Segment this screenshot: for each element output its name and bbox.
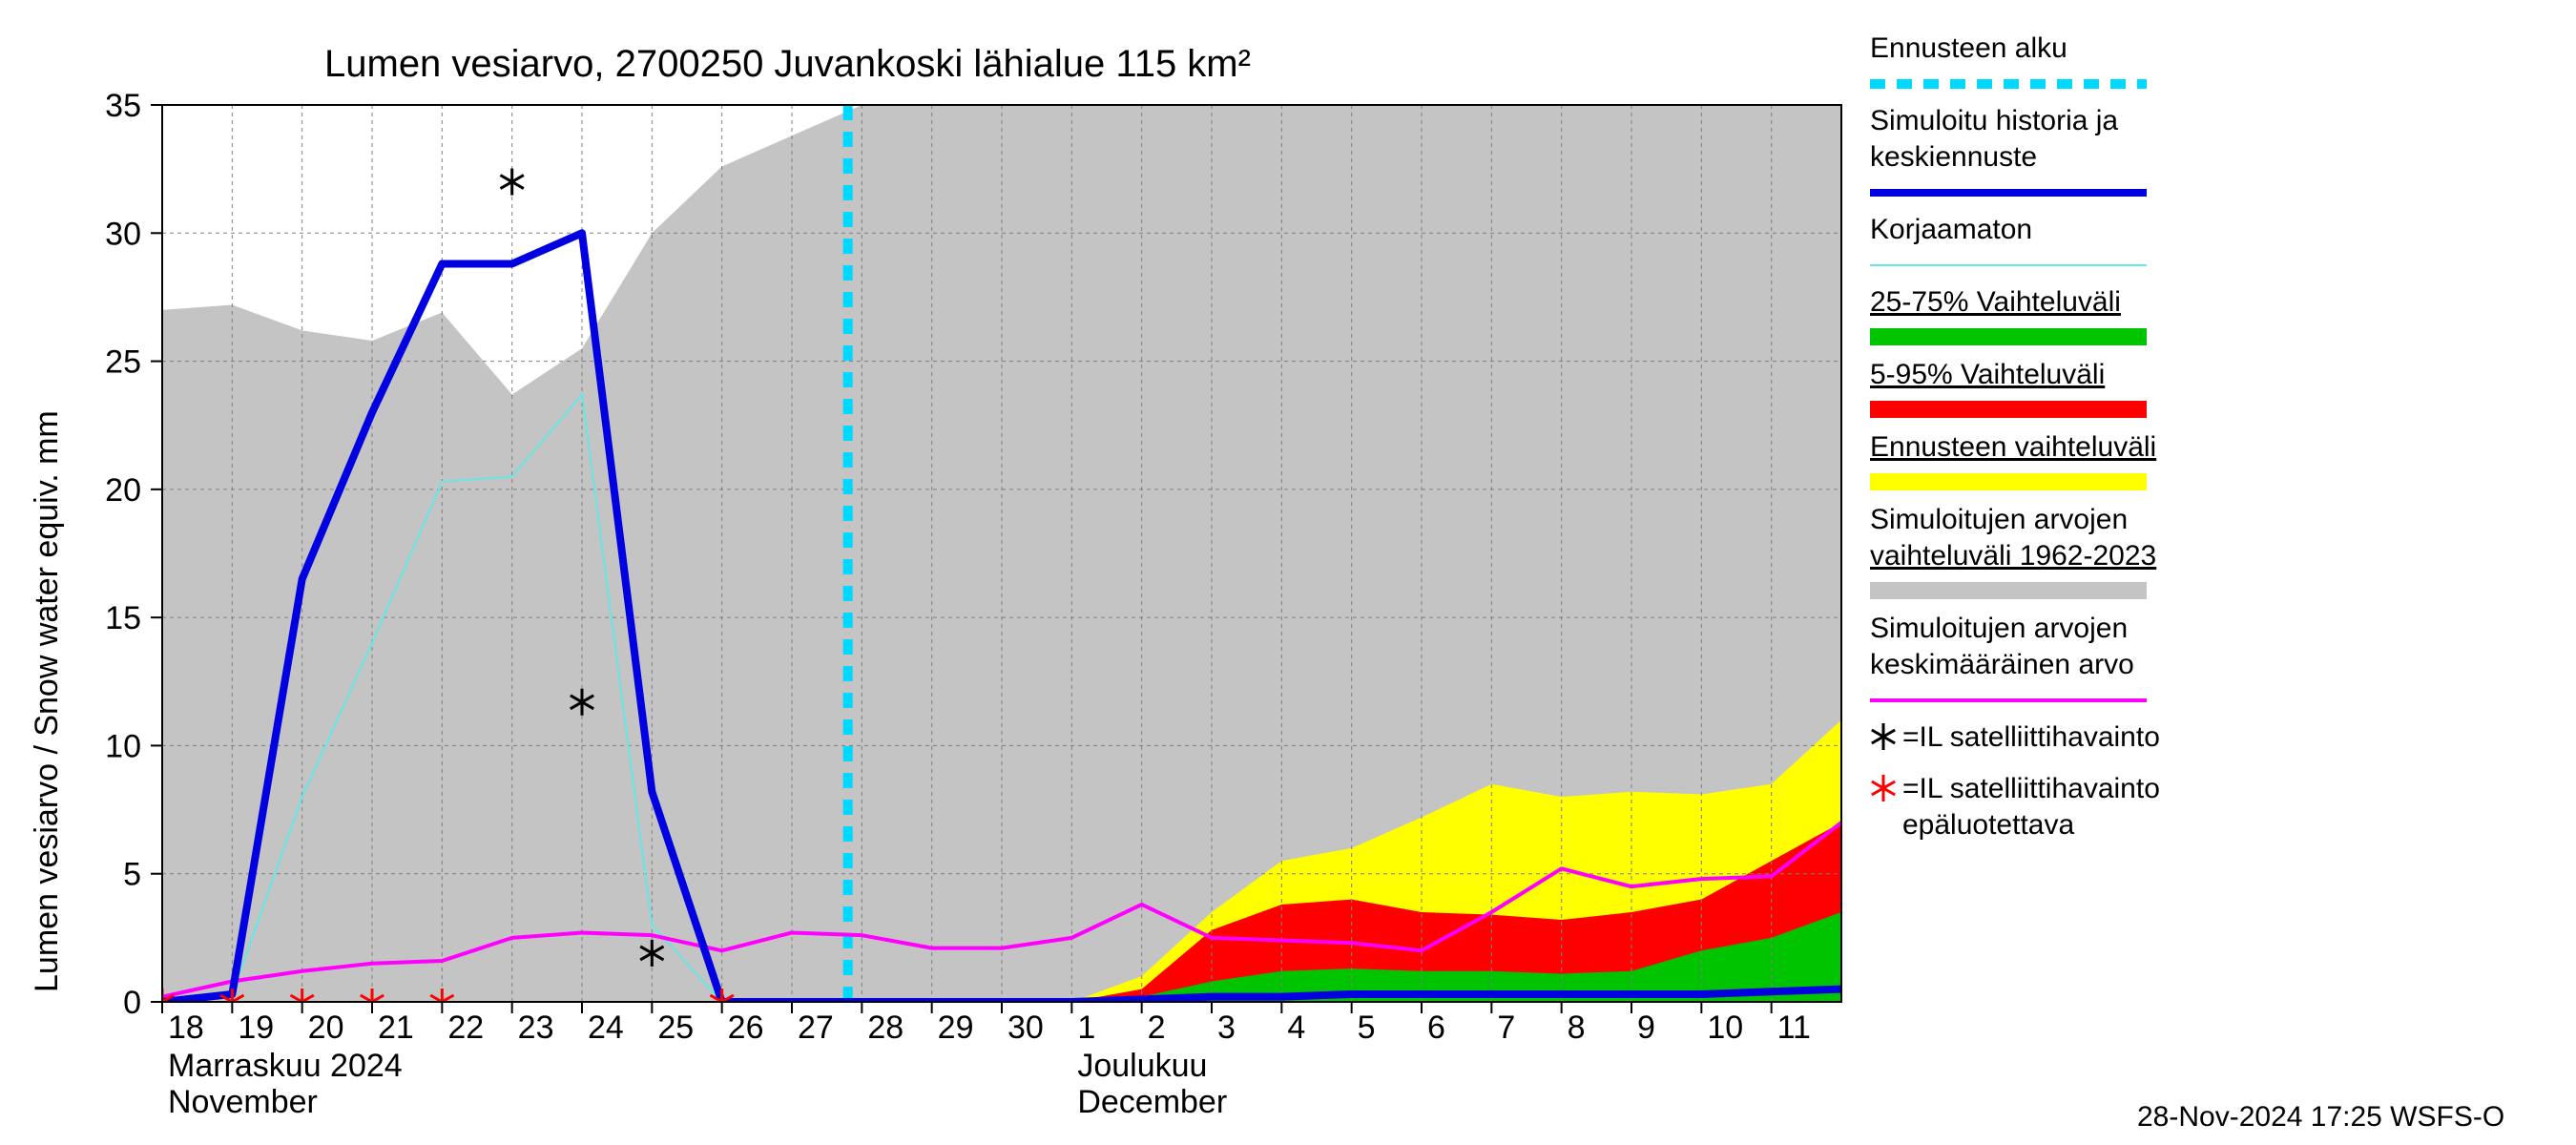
x-tick-label: 30 — [1008, 1010, 1044, 1046]
x-tick-label: 26 — [728, 1010, 764, 1046]
x-tick-label: 23 — [518, 1010, 554, 1046]
legend-label: 25-75% Vaihteluväli — [1870, 286, 2121, 318]
y-tick-label: 20 — [105, 472, 141, 509]
chart-svg: 0510152025303518192021222324252627282930… — [0, 0, 2576, 1145]
x-tick-label: 2 — [1148, 1010, 1166, 1046]
x-tick-label: 10 — [1707, 1010, 1743, 1046]
x-tick-label: 9 — [1637, 1010, 1655, 1046]
x-tick-label: 7 — [1497, 1010, 1515, 1046]
x-tick-label: 27 — [798, 1010, 834, 1046]
legend-swatch — [1870, 582, 2147, 599]
x-tick-label: 1 — [1077, 1010, 1095, 1046]
legend-swatch — [1870, 473, 2147, 490]
y-tick-label: 35 — [105, 88, 141, 124]
legend-label: epäluotettava — [1902, 809, 2074, 841]
legend-label: keskimääräinen arvo — [1870, 649, 2134, 680]
y-axis-label: Lumen vesiarvo / Snow water equiv. mm — [29, 410, 65, 992]
legend-label: 5-95% Vaihteluväli — [1870, 359, 2105, 390]
legend-label: Simuloitujen arvojen — [1870, 613, 2128, 644]
x-tick-label: 19 — [238, 1010, 274, 1046]
legend-label: =IL satelliittihavainto — [1902, 721, 2160, 753]
chart-title: Lumen vesiarvo, 2700250 Juvankoski lähia… — [324, 43, 1251, 85]
legend-swatch — [1870, 328, 2147, 345]
legend-label: Simuloitu historia ja — [1870, 105, 2118, 136]
x-tick-label: 4 — [1287, 1010, 1305, 1046]
legend-label: Simuloitujen arvojen — [1870, 504, 2128, 535]
y-tick-label: 30 — [105, 216, 141, 252]
x-tick-label: 20 — [308, 1010, 344, 1046]
legend-label: vaihteluväli 1962-2023 — [1870, 540, 2156, 572]
y-tick-label: 25 — [105, 344, 141, 381]
legend-label: Ennusteen vaihteluväli — [1870, 431, 2156, 463]
month-label: Joulukuu — [1077, 1048, 1207, 1084]
x-tick-label: 18 — [168, 1010, 204, 1046]
month-label: December — [1077, 1084, 1227, 1120]
footer-text: 28-Nov-2024 17:25 WSFS-O — [2137, 1101, 2504, 1133]
x-tick-label: 24 — [588, 1010, 624, 1046]
x-tick-label: 11 — [1777, 1010, 1811, 1046]
x-tick-label: 29 — [938, 1010, 974, 1046]
x-tick-label: 6 — [1427, 1010, 1445, 1046]
legend-label: Ennusteen alku — [1870, 32, 2067, 64]
month-label: Marraskuu 2024 — [168, 1048, 403, 1084]
x-tick-label: 5 — [1358, 1010, 1376, 1046]
legend-label: =IL satelliittihavainto — [1902, 773, 2160, 804]
legend-label: Korjaamaton — [1870, 214, 2032, 245]
y-tick-label: 5 — [123, 857, 141, 893]
month-label: November — [168, 1084, 318, 1120]
x-tick-label: 3 — [1217, 1010, 1236, 1046]
legend-swatch — [1870, 401, 2147, 418]
y-tick-label: 10 — [105, 728, 141, 764]
x-tick-label: 28 — [867, 1010, 904, 1046]
x-tick-label: 22 — [447, 1010, 484, 1046]
x-tick-label: 25 — [657, 1010, 694, 1046]
y-tick-label: 0 — [123, 985, 141, 1021]
y-tick-label: 15 — [105, 600, 141, 636]
legend-label: keskiennuste — [1870, 141, 2037, 173]
x-tick-label: 21 — [378, 1010, 414, 1046]
x-tick-label: 8 — [1568, 1010, 1586, 1046]
